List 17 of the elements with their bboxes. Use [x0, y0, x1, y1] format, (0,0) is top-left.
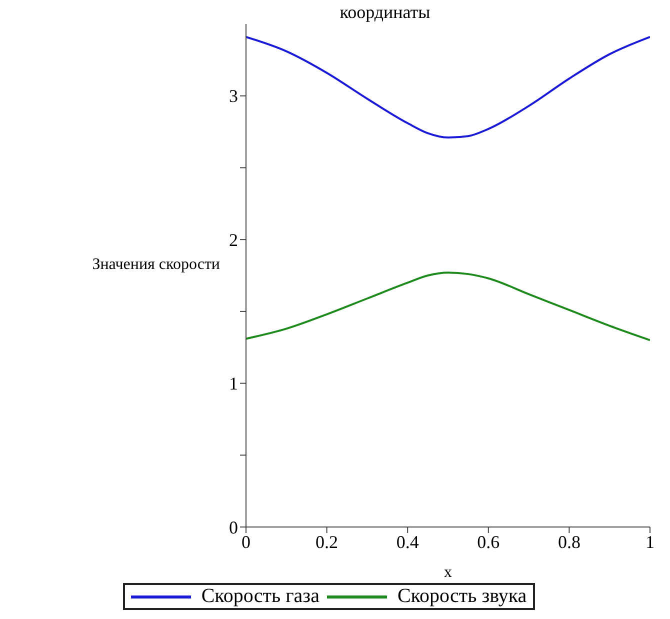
- x-tick-label: 0.8: [558, 532, 580, 552]
- y-tick-label: 1: [229, 374, 238, 394]
- y-tick-label: 2: [229, 230, 238, 250]
- x-tick-label: 0: [242, 532, 250, 552]
- y-tick-label: 3: [229, 86, 238, 106]
- line-series: [246, 272, 650, 342]
- y-axis-title: Значения скорости: [92, 256, 220, 273]
- legend-label: Скорость звука: [397, 585, 527, 608]
- x-tick-label: 1: [646, 532, 654, 552]
- x-tick-label: 0.6: [477, 532, 500, 552]
- y-tick-label: 0: [229, 517, 238, 538]
- x-tick-label: 0.4: [396, 532, 419, 552]
- legend-label: Скорость газа: [201, 585, 320, 608]
- chart-title: координаты: [338, 2, 432, 23]
- x-axis-title: x: [444, 564, 452, 581]
- line-series: [246, 36, 650, 139]
- x-tick-label: 0.2: [316, 532, 338, 552]
